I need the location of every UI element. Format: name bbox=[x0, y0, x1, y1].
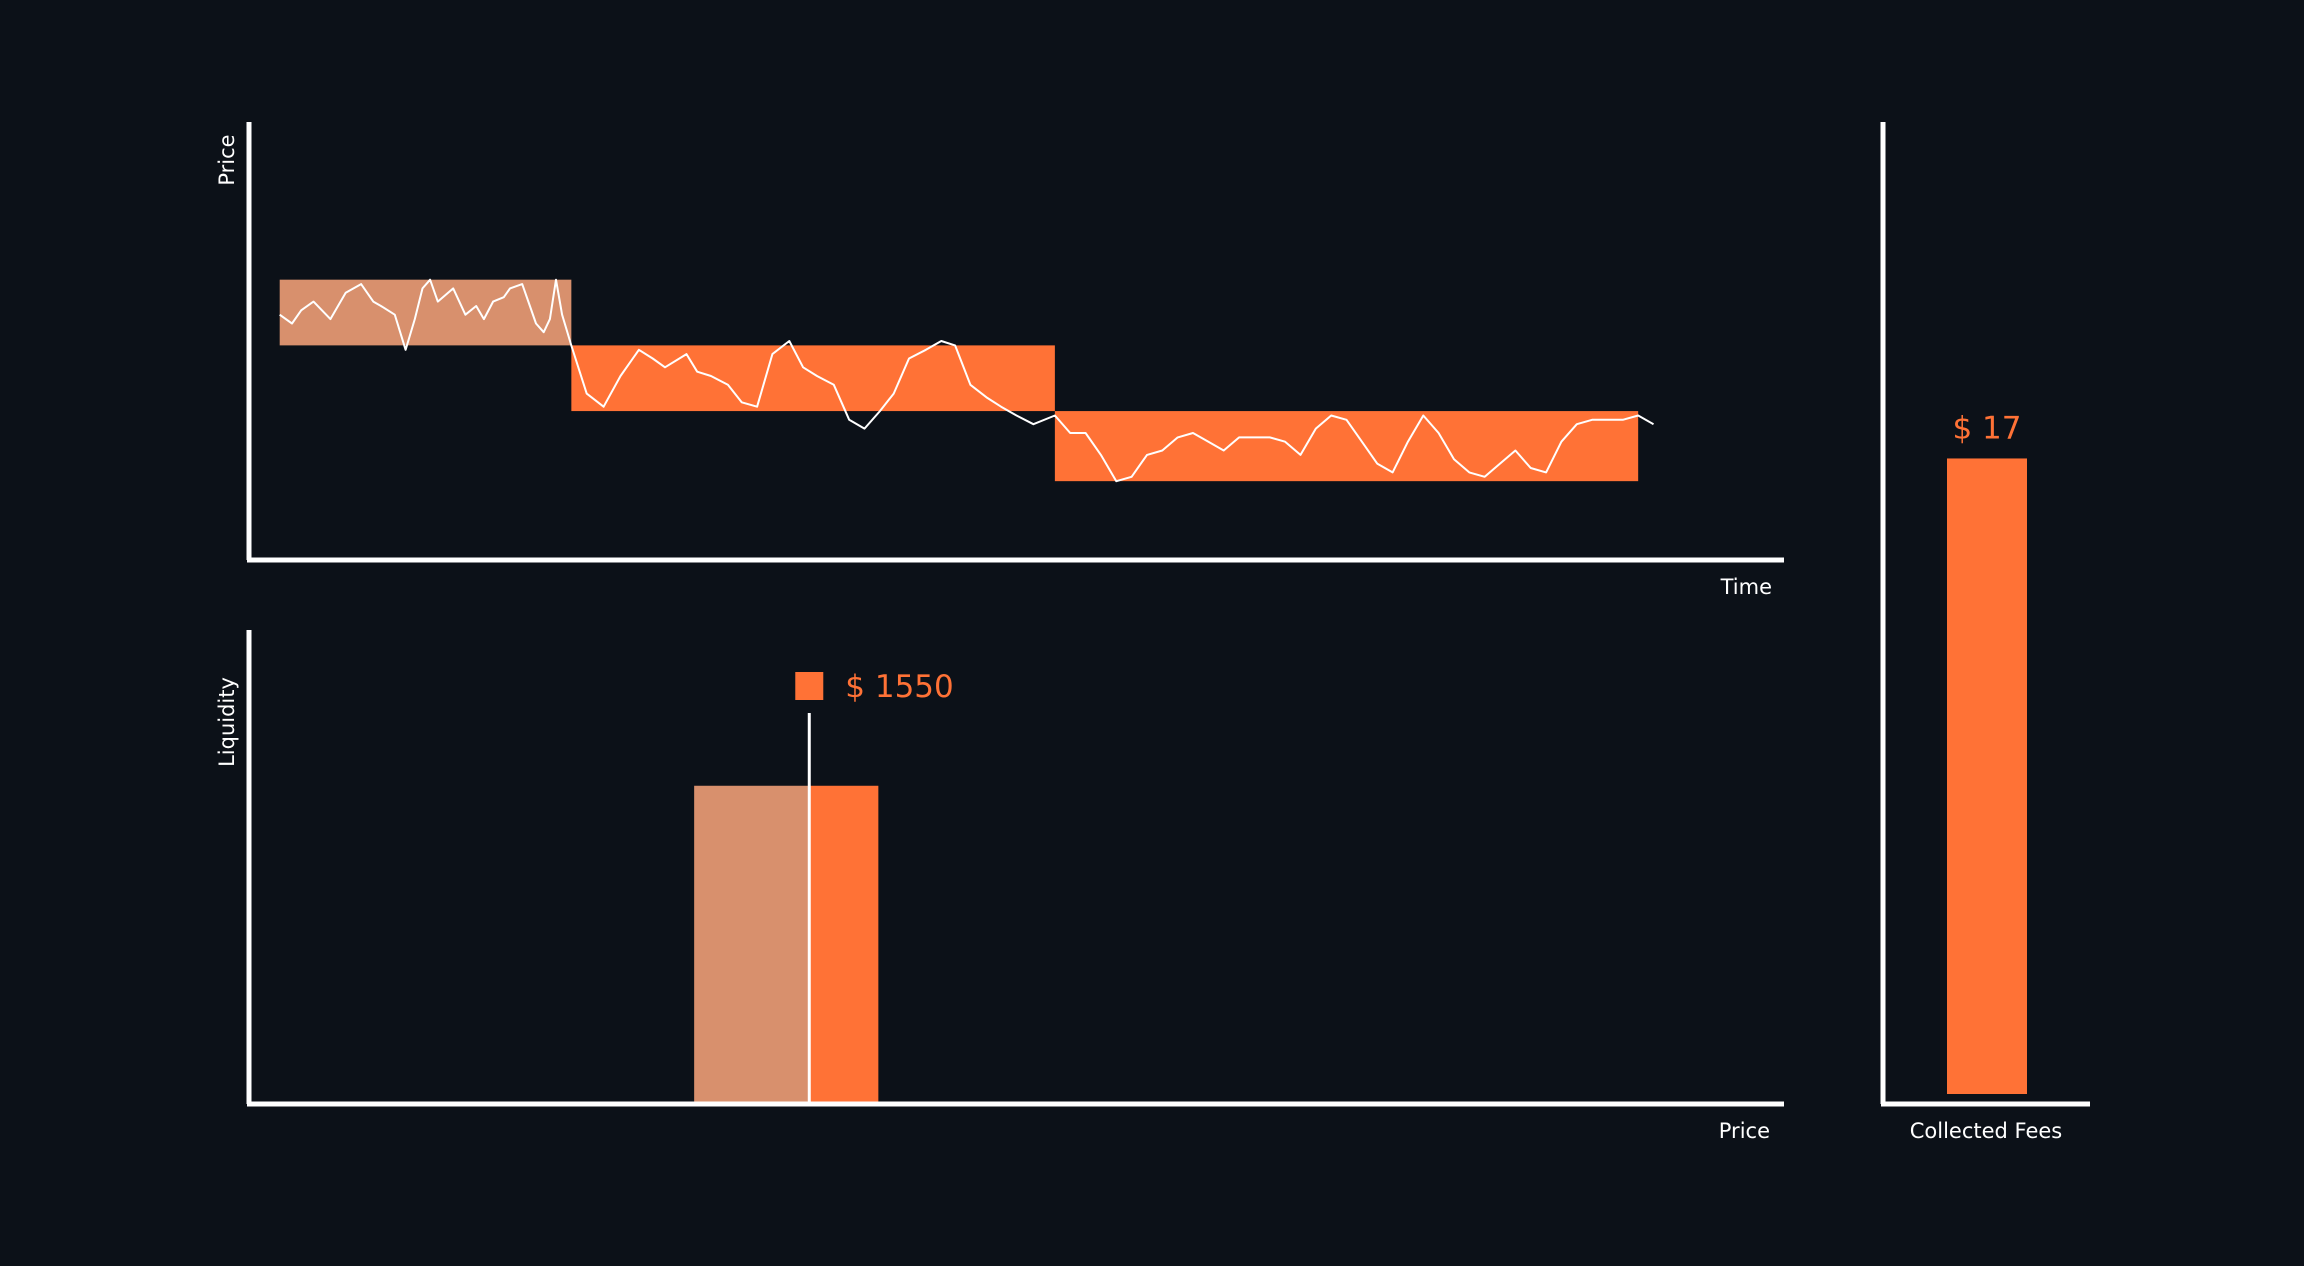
price-range-2 bbox=[571, 345, 1055, 412]
liquidity-bar-1 bbox=[694, 785, 810, 1102]
collected-fees-chart: $ 17 Collected Fees bbox=[1880, 122, 2090, 1143]
liquidity-chart: $ 1550 Liquidity Price bbox=[215, 630, 1784, 1143]
collected-fees-bar bbox=[1947, 458, 2027, 1094]
price-line bbox=[279, 278, 1654, 483]
x-axis-label-price: Price bbox=[1719, 1119, 1770, 1143]
x-axis-label-time: Time bbox=[1720, 575, 1772, 599]
price-time-chart: Price Time bbox=[215, 122, 1784, 599]
current-price-label: $ 1550 bbox=[845, 669, 953, 705]
y-axis-label-price: Price bbox=[215, 134, 239, 185]
liquidity-bars bbox=[694, 785, 879, 1102]
price-range-3 bbox=[1054, 411, 1639, 482]
price-ranges bbox=[279, 279, 1639, 482]
liquidity-bar-2 bbox=[809, 785, 879, 1102]
collected-fees-value-label: $ 17 bbox=[1952, 410, 2021, 446]
price-range-1 bbox=[279, 279, 572, 346]
x-axis-label-collected-fees: Collected Fees bbox=[1910, 1119, 2063, 1143]
y-axis-label-liquidity: Liquidity bbox=[215, 677, 239, 767]
current-price-marker-icon bbox=[795, 672, 824, 700]
